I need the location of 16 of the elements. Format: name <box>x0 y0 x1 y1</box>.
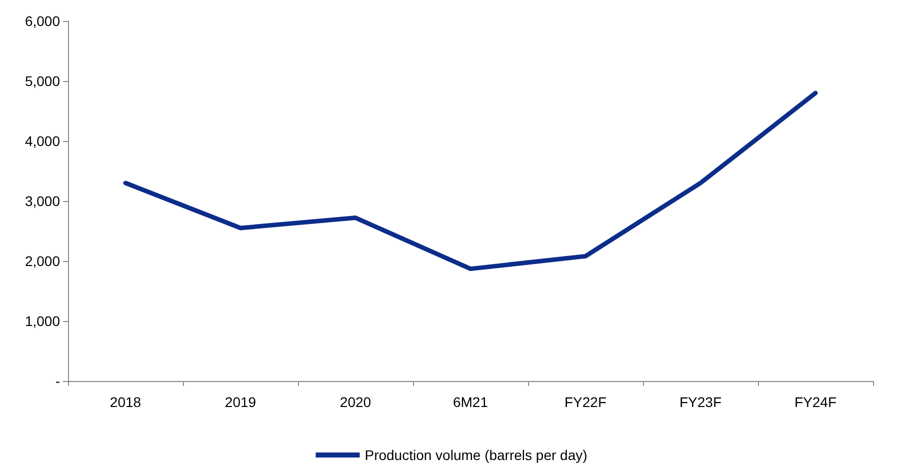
legend-label: Production volume (barrels per day) <box>364 447 588 463</box>
x-tick-label: FY24F <box>794 394 837 410</box>
line-series <box>123 90 818 272</box>
x-tick-label: 2020 <box>340 394 372 410</box>
y-tick-label: 6,000 <box>24 13 60 29</box>
y-tick-label: 2,000 <box>24 253 60 269</box>
x-tick-label: 2018 <box>110 394 142 410</box>
y-tick-label: 3,000 <box>24 193 60 209</box>
y-tick-label: - <box>55 373 60 389</box>
y-tick-label: 5,000 <box>24 73 60 89</box>
x-tick-label: FY22F <box>564 394 607 410</box>
y-tick-label: 1,000 <box>24 313 60 329</box>
y-tick-label: 4,000 <box>24 133 60 149</box>
x-tick-label: 6M21 <box>452 394 488 410</box>
x-tick-label: FY23F <box>679 394 722 410</box>
x-tick-label: 2019 <box>224 394 256 410</box>
